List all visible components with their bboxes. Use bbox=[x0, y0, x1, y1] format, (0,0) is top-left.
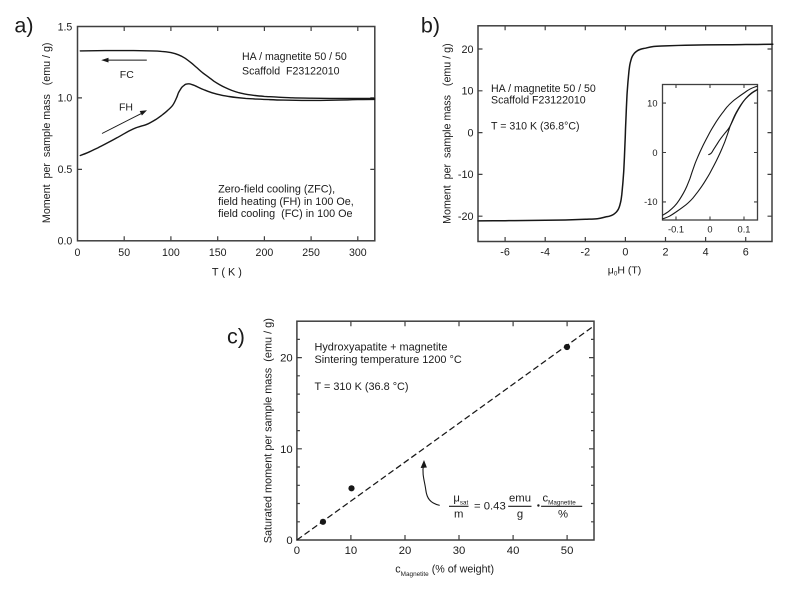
svg-text:μ0H (T): μ0H (T) bbox=[608, 265, 642, 278]
svg-text:250: 250 bbox=[302, 247, 320, 259]
svg-text:0: 0 bbox=[652, 148, 657, 158]
svg-text:HA / magnetite 50 / 50: HA / magnetite 50 / 50 bbox=[242, 51, 347, 63]
svg-text:100: 100 bbox=[162, 247, 180, 259]
svg-text:Scaffold F23122010: Scaffold F23122010 bbox=[242, 65, 340, 77]
svg-text:30: 30 bbox=[453, 545, 466, 557]
svg-text:HA / magnetite 50 / 50: HA / magnetite 50 / 50 bbox=[491, 83, 596, 95]
svg-text:Moment per sample mass (em: Moment per sample mass (emu / g) bbox=[41, 43, 53, 224]
svg-text:%: % bbox=[558, 509, 568, 521]
svg-text:a): a) bbox=[14, 14, 33, 38]
svg-text:1.5: 1.5 bbox=[58, 21, 73, 33]
svg-text:10: 10 bbox=[345, 545, 358, 557]
svg-text:150: 150 bbox=[209, 247, 227, 259]
svg-text:Zero-field cooling (ZFC),: Zero-field cooling (ZFC), bbox=[218, 183, 335, 195]
svg-text:-4: -4 bbox=[540, 247, 550, 259]
svg-text:-6: -6 bbox=[500, 247, 510, 259]
svg-text:Hydroxyapatite + magnetite: Hydroxyapatite + magnetite bbox=[315, 341, 448, 353]
svg-text:20: 20 bbox=[399, 545, 412, 557]
svg-text:FC: FC bbox=[120, 69, 134, 81]
svg-text:0: 0 bbox=[286, 535, 292, 547]
svg-text:10: 10 bbox=[280, 444, 293, 456]
svg-text:field cooling (FC) in 100 Oe: field cooling (FC) in 100 Oe bbox=[218, 208, 352, 220]
svg-text:field heating (FH) in 100 Oe,: field heating (FH) in 100 Oe, bbox=[218, 196, 354, 208]
svg-text:b): b) bbox=[421, 14, 440, 38]
svg-text:6: 6 bbox=[743, 247, 749, 259]
svg-text:0.5: 0.5 bbox=[58, 164, 73, 176]
svg-text:50: 50 bbox=[118, 247, 130, 259]
svg-text:200: 200 bbox=[256, 247, 274, 259]
svg-text:Scaffold F23122010: Scaffold F23122010 bbox=[491, 95, 586, 107]
svg-text:40: 40 bbox=[507, 545, 520, 557]
svg-text:-0.1: -0.1 bbox=[668, 224, 684, 234]
svg-text:10: 10 bbox=[647, 98, 657, 108]
svg-text:Saturated moment per sample ma: Saturated moment per sample mass (emu / … bbox=[263, 318, 275, 543]
svg-text:Sintering temperature 1200 °C: Sintering temperature 1200 °C bbox=[315, 354, 462, 366]
svg-text:300: 300 bbox=[349, 247, 367, 259]
svg-text:c): c) bbox=[227, 324, 245, 348]
svg-text:0: 0 bbox=[707, 224, 712, 234]
svg-text:2: 2 bbox=[662, 247, 668, 259]
svg-text:50: 50 bbox=[561, 545, 574, 557]
svg-text:Moment per sample mass (em: Moment per sample mass (emu / g) bbox=[441, 43, 453, 224]
svg-text:0.1: 0.1 bbox=[738, 224, 751, 234]
svg-text:g: g bbox=[517, 508, 523, 520]
svg-text:-10: -10 bbox=[644, 197, 657, 207]
svg-text:FH: FH bbox=[119, 101, 133, 113]
svg-text:T = 310 K (36.8°C): T = 310 K (36.8°C) bbox=[491, 120, 580, 132]
svg-text:= 0.43: = 0.43 bbox=[474, 501, 506, 513]
svg-text:4: 4 bbox=[703, 247, 709, 259]
svg-text:-2: -2 bbox=[580, 247, 590, 259]
svg-text:T = 310 K (36.8 °C): T = 310 K (36.8 °C) bbox=[315, 381, 409, 393]
svg-text:-10: -10 bbox=[458, 169, 474, 181]
svg-text:0: 0 bbox=[622, 247, 628, 259]
svg-text:10: 10 bbox=[461, 86, 473, 98]
svg-text:T ( K ): T ( K ) bbox=[212, 266, 242, 278]
svg-text:emu: emu bbox=[509, 492, 531, 504]
svg-text:m: m bbox=[454, 509, 463, 521]
svg-text:20: 20 bbox=[461, 44, 473, 56]
svg-text:0: 0 bbox=[294, 545, 300, 557]
svg-text:0: 0 bbox=[467, 127, 473, 139]
svg-text:0: 0 bbox=[75, 247, 81, 259]
svg-text:20: 20 bbox=[280, 353, 293, 365]
svg-text:0.0: 0.0 bbox=[58, 236, 73, 248]
svg-text:1.0: 1.0 bbox=[58, 93, 73, 105]
svg-text:-20: -20 bbox=[458, 211, 474, 223]
